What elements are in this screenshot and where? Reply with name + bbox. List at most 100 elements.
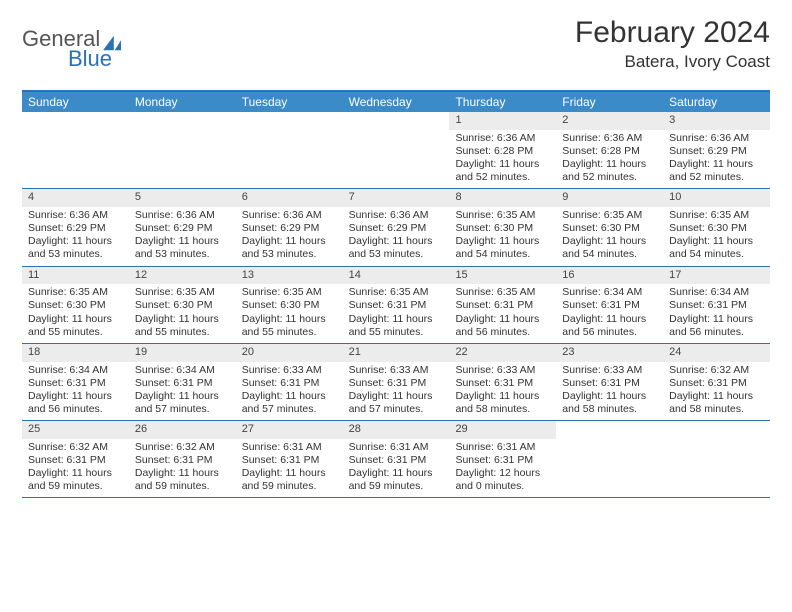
sunrise-text: Sunrise: 6:33 AM xyxy=(455,364,550,377)
day-number: 27 xyxy=(236,421,343,439)
day-cell xyxy=(236,112,343,188)
sunset-text: Sunset: 6:31 PM xyxy=(349,299,444,312)
day-cell: 6Sunrise: 6:36 AMSunset: 6:29 PMDaylight… xyxy=(236,189,343,265)
daylight-text-1: Daylight: 11 hours xyxy=(562,158,657,171)
daylight-text-2: and 59 minutes. xyxy=(349,480,444,493)
day-cell: 20Sunrise: 6:33 AMSunset: 6:31 PMDayligh… xyxy=(236,344,343,420)
day-cell: 13Sunrise: 6:35 AMSunset: 6:30 PMDayligh… xyxy=(236,267,343,343)
daylight-text-1: Daylight: 11 hours xyxy=(135,390,230,403)
sunrise-text: Sunrise: 6:36 AM xyxy=(562,132,657,145)
day-cell: 7Sunrise: 6:36 AMSunset: 6:29 PMDaylight… xyxy=(343,189,450,265)
daylight-text-1: Daylight: 11 hours xyxy=(669,313,764,326)
month-title: February 2024 xyxy=(575,16,770,50)
day-body: Sunrise: 6:36 AMSunset: 6:28 PMDaylight:… xyxy=(556,130,663,189)
daylight-text-2: and 53 minutes. xyxy=(242,248,337,261)
day-body: Sunrise: 6:32 AMSunset: 6:31 PMDaylight:… xyxy=(22,439,129,498)
sunrise-text: Sunrise: 6:33 AM xyxy=(349,364,444,377)
sunset-text: Sunset: 6:31 PM xyxy=(135,377,230,390)
day-cell: 29Sunrise: 6:31 AMSunset: 6:31 PMDayligh… xyxy=(449,421,556,497)
daylight-text-1: Daylight: 11 hours xyxy=(349,313,444,326)
day-cell xyxy=(556,421,663,497)
daylight-text-1: Daylight: 11 hours xyxy=(242,235,337,248)
sunrise-text: Sunrise: 6:35 AM xyxy=(455,209,550,222)
daylight-text-2: and 52 minutes. xyxy=(562,171,657,184)
sunset-text: Sunset: 6:31 PM xyxy=(669,377,764,390)
day-number: 13 xyxy=(236,267,343,285)
daylight-text-2: and 56 minutes. xyxy=(28,403,123,416)
sunrise-text: Sunrise: 6:31 AM xyxy=(349,441,444,454)
sunset-text: Sunset: 6:31 PM xyxy=(135,454,230,467)
daylight-text-1: Daylight: 12 hours xyxy=(455,467,550,480)
daylight-text-2: and 54 minutes. xyxy=(455,248,550,261)
sunrise-text: Sunrise: 6:34 AM xyxy=(135,364,230,377)
day-number: 12 xyxy=(129,267,236,285)
daylight-text-1: Daylight: 11 hours xyxy=(28,467,123,480)
daylight-text-2: and 55 minutes. xyxy=(135,326,230,339)
day-body: Sunrise: 6:35 AMSunset: 6:31 PMDaylight:… xyxy=(449,284,556,343)
day-number: 8 xyxy=(449,189,556,207)
day-header: Monday xyxy=(129,92,236,112)
day-number: 25 xyxy=(22,421,129,439)
day-number: 6 xyxy=(236,189,343,207)
daylight-text-1: Daylight: 11 hours xyxy=(28,235,123,248)
day-cell: 12Sunrise: 6:35 AMSunset: 6:30 PMDayligh… xyxy=(129,267,236,343)
day-number: 16 xyxy=(556,267,663,285)
day-body: Sunrise: 6:32 AMSunset: 6:31 PMDaylight:… xyxy=(129,439,236,498)
sunrise-text: Sunrise: 6:34 AM xyxy=(562,286,657,299)
day-cell: 3Sunrise: 6:36 AMSunset: 6:29 PMDaylight… xyxy=(663,112,770,188)
daylight-text-1: Daylight: 11 hours xyxy=(242,390,337,403)
sunset-text: Sunset: 6:28 PM xyxy=(562,145,657,158)
day-number: 1 xyxy=(449,112,556,130)
daylight-text-2: and 58 minutes. xyxy=(669,403,764,416)
sunset-text: Sunset: 6:28 PM xyxy=(455,145,550,158)
daylight-text-1: Daylight: 11 hours xyxy=(455,158,550,171)
daylight-text-1: Daylight: 11 hours xyxy=(135,313,230,326)
day-body: Sunrise: 6:33 AMSunset: 6:31 PMDaylight:… xyxy=(556,362,663,421)
daylight-text-2: and 55 minutes. xyxy=(242,326,337,339)
sunset-text: Sunset: 6:30 PM xyxy=(242,299,337,312)
day-cell: 1 Sunrise: 6:36 AMSunset: 6:28 PMDaylight… xyxy=(449,112,556,188)
day-body: Sunrise: 6:35 AMSunset: 6:31 PMDaylight:… xyxy=(343,284,450,343)
day-number: 10 xyxy=(663,189,770,207)
sunset-text: Sunset: 6:30 PM xyxy=(562,222,657,235)
day-number: 5 xyxy=(129,189,236,207)
day-cell xyxy=(129,112,236,188)
day-number: 17 xyxy=(663,267,770,285)
sunrise-text: Sunrise: 6:35 AM xyxy=(562,209,657,222)
day-cell: 18Sunrise: 6:34 AMSunset: 6:31 PMDayligh… xyxy=(22,344,129,420)
sunrise-text: Sunrise: 6:35 AM xyxy=(135,286,230,299)
day-body: Sunrise: 6:36 AMSunset: 6:29 PMDaylight:… xyxy=(236,207,343,266)
daylight-text-2: and 59 minutes. xyxy=(135,480,230,493)
day-body: Sunrise: 6:35 AMSunset: 6:30 PMDaylight:… xyxy=(129,284,236,343)
sunrise-text: Sunrise: 6:35 AM xyxy=(349,286,444,299)
day-number: 19 xyxy=(129,344,236,362)
sunset-text: Sunset: 6:31 PM xyxy=(455,299,550,312)
daylight-text-2: and 59 minutes. xyxy=(28,480,123,493)
day-header: Tuesday xyxy=(236,92,343,112)
day-body: Sunrise: 6:31 AMSunset: 6:31 PMDaylight:… xyxy=(236,439,343,498)
daylight-text-1: Daylight: 11 hours xyxy=(349,235,444,248)
day-body: Sunrise: 6:34 AMSunset: 6:31 PMDaylight:… xyxy=(663,284,770,343)
day-header-row: SundayMondayTuesdayWednesdayThursdayFrid… xyxy=(22,92,770,112)
daylight-text-2: and 53 minutes. xyxy=(349,248,444,261)
calendar: SundayMondayTuesdayWednesdayThursdayFrid… xyxy=(22,90,770,498)
sunrise-text: Sunrise: 6:36 AM xyxy=(349,209,444,222)
day-cell: 16Sunrise: 6:34 AMSunset: 6:31 PMDayligh… xyxy=(556,267,663,343)
daylight-text-2: and 54 minutes. xyxy=(669,248,764,261)
sunrise-text: Sunrise: 6:34 AM xyxy=(669,286,764,299)
daylight-text-1: Daylight: 11 hours xyxy=(562,235,657,248)
sunrise-text: Sunrise: 6:36 AM xyxy=(455,132,550,145)
week-row: 18Sunrise: 6:34 AMSunset: 6:31 PMDayligh… xyxy=(22,344,770,421)
logo: GeneralBlue xyxy=(22,16,124,72)
sunset-text: Sunset: 6:31 PM xyxy=(455,454,550,467)
sunset-text: Sunset: 6:30 PM xyxy=(28,299,123,312)
sunrise-text: Sunrise: 6:33 AM xyxy=(242,364,337,377)
sunset-text: Sunset: 6:29 PM xyxy=(349,222,444,235)
day-cell: 28Sunrise: 6:31 AMSunset: 6:31 PMDayligh… xyxy=(343,421,450,497)
daylight-text-2: and 57 minutes. xyxy=(242,403,337,416)
day-cell: 15Sunrise: 6:35 AMSunset: 6:31 PMDayligh… xyxy=(449,267,556,343)
day-body: Sunrise: 6:34 AMSunset: 6:31 PMDaylight:… xyxy=(22,362,129,421)
daylight-text-1: Daylight: 11 hours xyxy=(455,390,550,403)
day-number: 20 xyxy=(236,344,343,362)
daylight-text-2: and 55 minutes. xyxy=(349,326,444,339)
